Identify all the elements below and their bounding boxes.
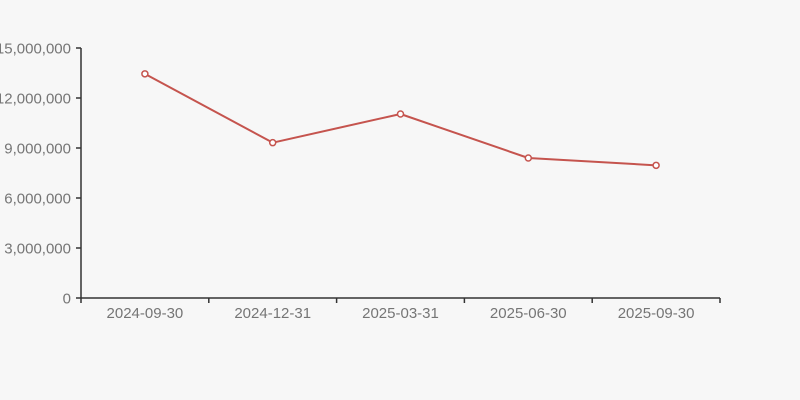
y-axis-label: 0 <box>63 290 71 307</box>
y-axis-label: 9,000,000 <box>4 140 71 157</box>
data-point-marker <box>524 154 533 162</box>
data-point-marker <box>141 70 149 78</box>
x-axis-label: 2024-09-30 <box>107 305 184 322</box>
x-axis-label: 2024-12-31 <box>234 305 311 322</box>
y-axis-label: 15,000,000 <box>0 40 71 57</box>
data-point-marker <box>396 110 405 118</box>
data-point-marker <box>268 138 277 147</box>
y-axis-label: 3,000,000 <box>4 240 71 257</box>
data-point-marker <box>652 161 660 170</box>
y-axis-label: 12,000,000 <box>0 90 71 107</box>
y-axis-label: 6,000,000 <box>4 190 71 207</box>
x-axis-label: 2025-06-30 <box>490 305 567 322</box>
series-line <box>143 72 658 167</box>
x-axis-label: 2025-09-30 <box>618 305 695 322</box>
x-axis-label: 2025-03-31 <box>362 305 439 322</box>
